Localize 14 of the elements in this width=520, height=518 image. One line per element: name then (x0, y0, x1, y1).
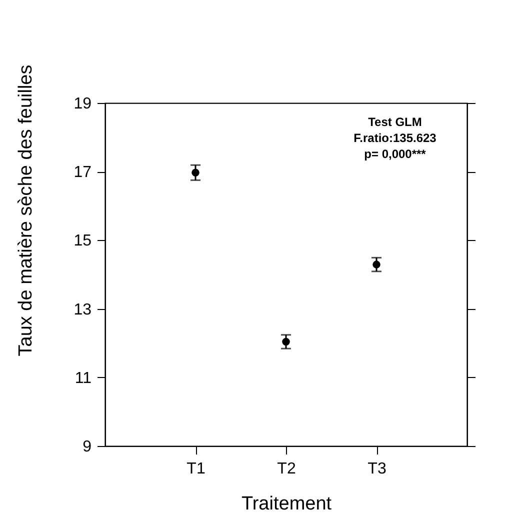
annotation: F.ratio:135.623 (354, 131, 437, 145)
y-tick-label: 19 (74, 96, 92, 112)
y-axis-title: Taux de matière sèche des feuilles (16, 64, 36, 356)
annotation: Test GLM (368, 115, 422, 129)
y-tick-label: 17 (74, 164, 92, 182)
x-tick-label: T1 (186, 460, 206, 478)
x-tick-label: T3 (368, 460, 386, 478)
y-tick-label: 9 (82, 438, 92, 456)
y-tick-label: 13 (74, 301, 92, 318)
x-tick-label: T2 (277, 460, 296, 478)
y-tick-label: 11 (74, 370, 92, 387)
annotation: p= 0,000*** (364, 147, 426, 161)
x-axis-title: Traitement (241, 494, 332, 514)
y-tick-label: 15 (74, 232, 92, 250)
